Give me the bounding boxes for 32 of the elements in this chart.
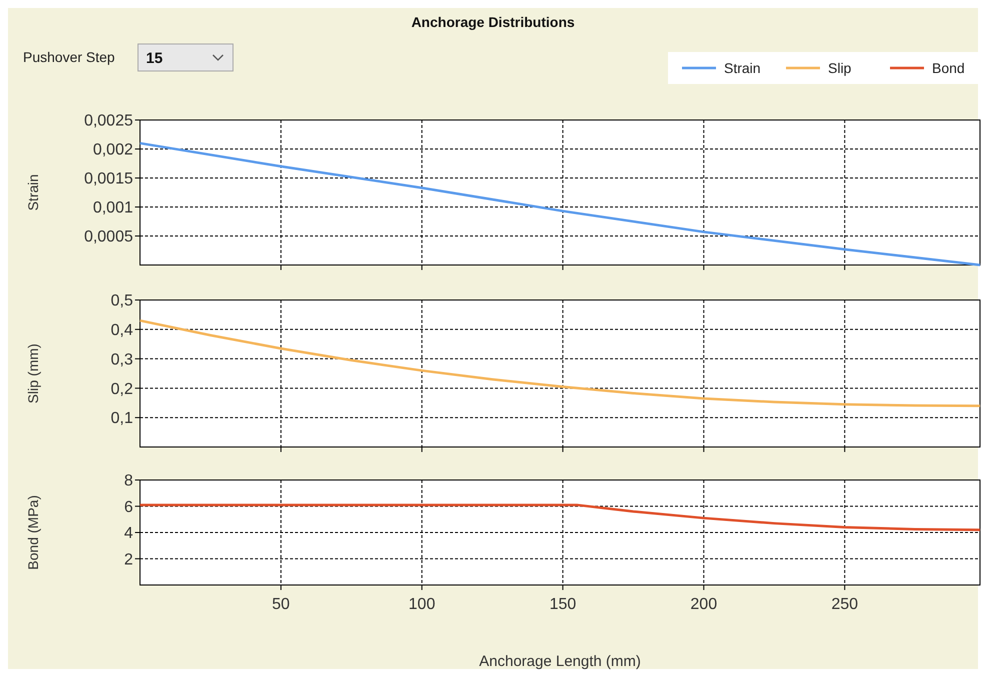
y-tick-label: 0,0005 <box>84 228 134 246</box>
y-tick-label: 6 <box>124 498 134 516</box>
y-tick-label: 2 <box>124 551 134 568</box>
line-series <box>138 319 982 408</box>
x-tick-label: 100 <box>408 596 436 613</box>
line-series <box>138 142 982 266</box>
legend-label: Slip <box>828 60 852 76</box>
y-axis-title: Strain <box>25 174 41 211</box>
x-tick-label: 150 <box>549 596 576 613</box>
legend-label: Bond <box>932 60 965 76</box>
y-tick-label: 0,0015 <box>84 170 134 188</box>
y-tick-label: 0,2 <box>110 380 134 398</box>
y-tick-label: 0,0025 <box>84 112 134 130</box>
x-tick-label: 250 <box>831 596 858 613</box>
y-axis-title: Bond (MPa) <box>25 495 41 570</box>
chart-title: Anchorage Distributions <box>411 14 575 30</box>
y-axis-title: Slip (mm) <box>25 344 41 404</box>
y-tick-label: 0,002 <box>92 142 134 159</box>
y-tick-label: 0,1 <box>110 410 134 428</box>
y-tick-label: 0,001 <box>92 200 134 217</box>
y-tick-label: 4 <box>124 525 134 542</box>
text: Pushover Step <box>23 49 116 65</box>
line-series <box>138 504 982 532</box>
x-tick-label: 200 <box>690 596 718 613</box>
x-tick-label: 50 <box>272 596 290 613</box>
x-axis-title: Anchorage Length (mm) <box>479 653 641 670</box>
y-tick-label: 0,3 <box>110 351 134 368</box>
y-tick-label: 8 <box>124 472 134 490</box>
text: 15 <box>146 50 163 67</box>
y-tick-label: 0,4 <box>110 322 134 339</box>
legend-label: Strain <box>724 60 761 76</box>
y-tick-label: 0,5 <box>110 292 134 310</box>
